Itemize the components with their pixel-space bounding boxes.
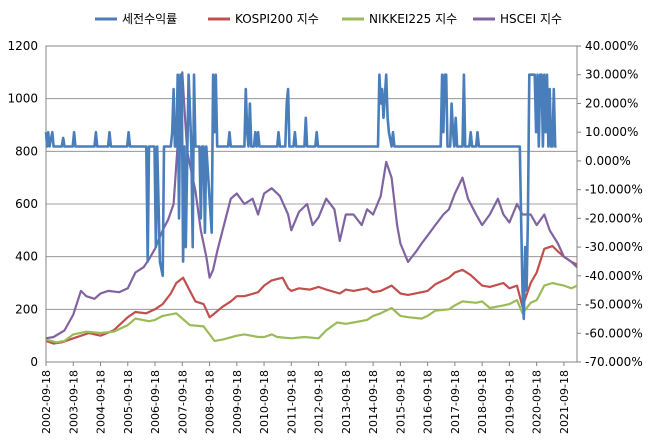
right-axis-tick-label: 30.000% — [585, 68, 638, 82]
x-axis-tick-label: 2003-09-18 — [67, 370, 80, 434]
legend-label: KOSPI200 지수 — [235, 12, 319, 26]
left-axis-tick-label: 1000 — [7, 92, 38, 106]
x-axis-tick-label: 2002-09-18 — [40, 370, 53, 434]
right-axis-tick-label: 20.000% — [585, 96, 638, 110]
left-axis-tick-label: 800 — [15, 144, 38, 158]
x-axis-tick-label: 2007-09-18 — [176, 370, 189, 434]
left-axis-tick-label: 1200 — [7, 39, 38, 53]
legend-label: HSCEI 지수 — [500, 12, 562, 26]
x-axis-tick-label: 2020-09-18 — [531, 370, 544, 434]
plot-area-border — [45, 45, 578, 363]
right-axis-tick-label: 10.000% — [585, 125, 638, 139]
left-axis-tick-label: 600 — [15, 197, 38, 211]
x-axis-tick-label: 2012-09-18 — [313, 370, 326, 434]
x-axis-tick-label: 2018-09-18 — [476, 370, 489, 434]
x-axis-tick-label: 2006-09-18 — [149, 370, 162, 434]
right-axis-tick-label: -60.000% — [585, 326, 643, 340]
right-axis-tick-label: -70.000% — [585, 355, 643, 369]
left-axis-tick-label: 200 — [15, 302, 38, 316]
right-axis-tick-label: -30.000% — [585, 240, 643, 254]
axes: 0 200 400 600 800 1000 1200 40.000% 30.000% 20.00… — [7, 39, 642, 434]
series-line-0 — [44, 73, 557, 321]
legend-label: 세전수익률 — [122, 12, 177, 26]
right-axis-tick-label: 40.000% — [585, 39, 638, 53]
x-axis-tick-label: 2010-09-18 — [258, 370, 271, 434]
series-line-2 — [45, 281, 578, 344]
x-axis-tick-label: 2016-09-18 — [422, 370, 435, 434]
right-axis-tick-label: -50.000% — [585, 298, 643, 312]
x-axis-tick-label: 2011-09-18 — [285, 370, 298, 434]
right-axis-tick-label: 0.000% — [585, 154, 631, 168]
gridlines — [46, 45, 577, 363]
x-axis-tick-label: 2005-09-18 — [122, 370, 135, 434]
right-axis-tick-label: -10.000% — [585, 183, 643, 197]
left-axis-tick-label: 400 — [15, 250, 38, 264]
x-axis-tick-label: 2017-09-18 — [449, 370, 462, 434]
series-line-1 — [45, 245, 578, 345]
x-axis-tick-label: 2019-09-18 — [503, 370, 516, 434]
legend: 세전수익률 KOSPI200 지수 NIKKEI225 지수 HSCEI 지수 — [95, 12, 562, 26]
left-axis-tick-label: 0 — [30, 355, 38, 369]
series-line-3 — [45, 71, 578, 340]
x-axis-tick-label: 2015-09-18 — [394, 370, 407, 434]
right-axis-tick-label: -20.000% — [585, 211, 643, 225]
series-lines — [44, 71, 578, 345]
legend-label: NIKKEI225 지수 — [369, 12, 457, 26]
x-axis-tick-label: 2021-09-18 — [558, 370, 571, 434]
x-axis-tick-label: 2004-09-18 — [95, 370, 108, 434]
x-axis-tick-label: 2013-09-18 — [340, 370, 353, 434]
right-axis-tick-label: -40.000% — [585, 269, 643, 283]
x-axis-tick-label: 2009-09-18 — [231, 370, 244, 434]
x-axis-tick-label: 2014-09-18 — [367, 370, 380, 434]
x-axis-tick-label: 2008-09-18 — [204, 370, 217, 434]
